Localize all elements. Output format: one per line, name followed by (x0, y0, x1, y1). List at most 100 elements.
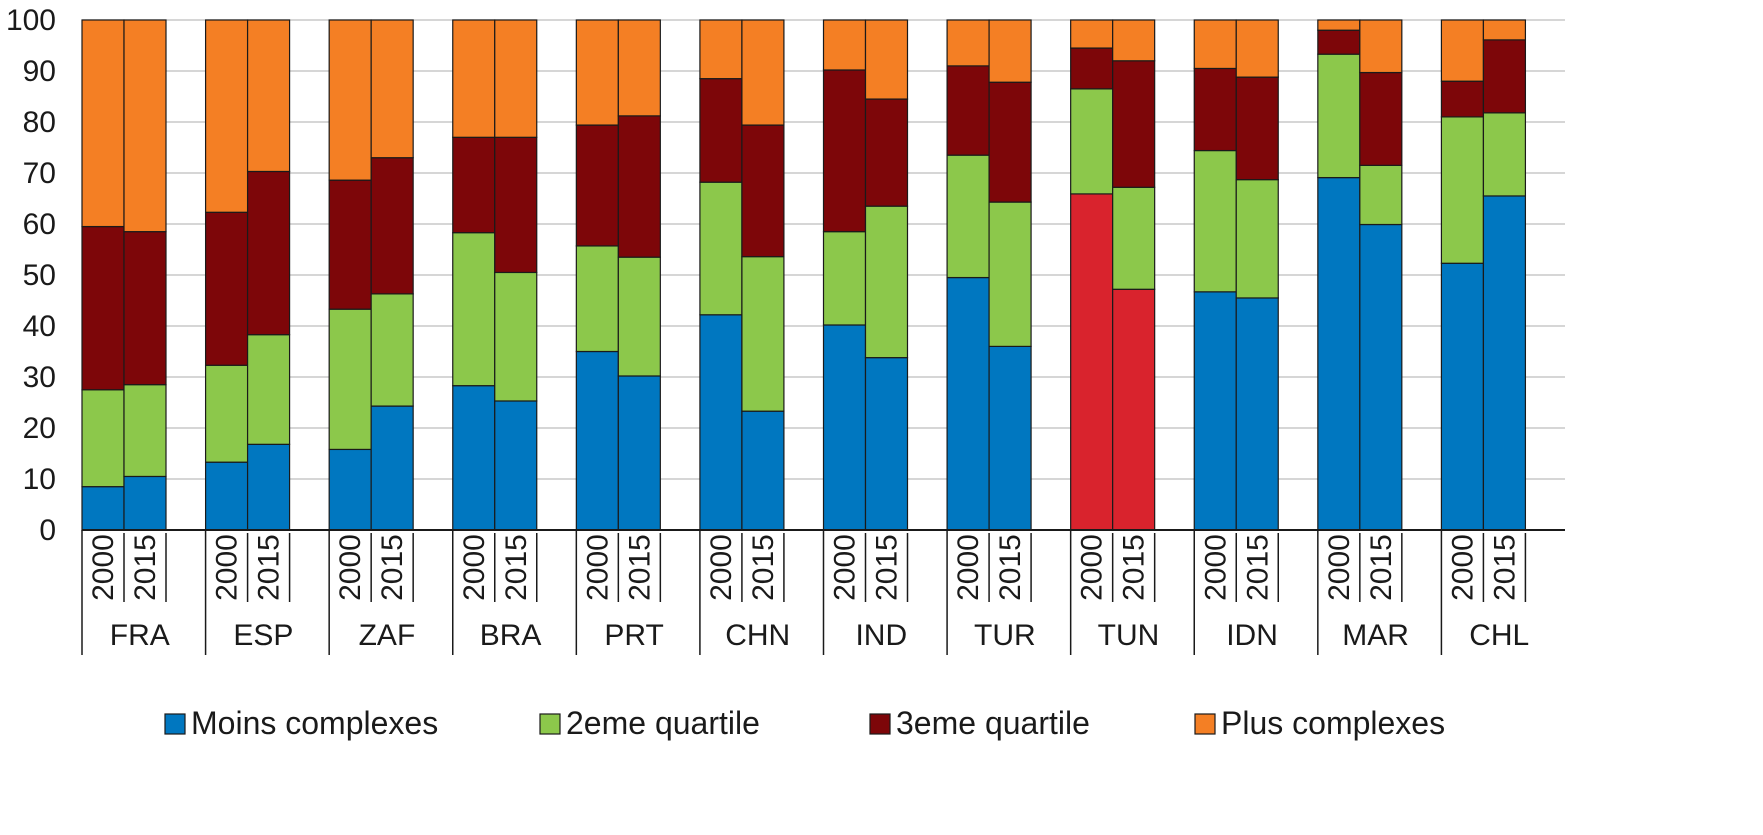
x-tick-label-year: 2000 (1323, 534, 1356, 601)
bar-segment (946, 276, 990, 531)
bar-segment (741, 19, 785, 126)
bar-segment (123, 384, 167, 478)
bar-segment (575, 19, 619, 126)
bar-segment (370, 293, 414, 407)
x-tick-label-year: 2015 (500, 534, 533, 601)
bar-segment (822, 69, 867, 233)
bar-segment (1482, 39, 1527, 114)
bar-segment (1317, 176, 1361, 531)
bar-segment (246, 170, 291, 336)
y-tick-label: 10 (23, 463, 56, 496)
x-tick-label-year: 2015 (994, 534, 1027, 601)
x-tick-label-year: 2015 (1365, 534, 1398, 601)
y-tick-label: 0 (39, 514, 56, 547)
legend-swatch (164, 713, 186, 735)
y-tick-label: 60 (23, 208, 56, 241)
bar-segment (204, 211, 249, 366)
bar-segment (1193, 149, 1237, 293)
bar-segment (988, 19, 1032, 83)
legend: Moins complexes 2eme quartile 3eme quartil… (164, 705, 1445, 741)
x-tick-label-year: 2015 (1241, 534, 1274, 601)
x-tick-label-country: FRA (110, 619, 170, 652)
bar-segment (988, 201, 1032, 348)
x-tick-label-country: CHL (1469, 619, 1529, 652)
x-tick-label-country: IDN (1226, 619, 1278, 652)
bar-segment (1112, 60, 1156, 188)
bar-segment (1070, 88, 1114, 195)
legend-swatch (539, 713, 561, 735)
y-tick-label: 90 (23, 55, 56, 88)
bar-segment (204, 19, 249, 213)
bar-segment (946, 19, 990, 67)
x-tick-label-country: IND (855, 619, 907, 652)
y-tick-label: 40 (23, 310, 56, 343)
bar-segment (1440, 262, 1485, 531)
bar-segment (1359, 71, 1403, 166)
bar-segment (328, 448, 372, 531)
bar-segment (864, 357, 909, 531)
bar-segment (1193, 291, 1237, 531)
bar-segment (494, 19, 538, 138)
x-tick-label-country: TUR (974, 619, 1036, 652)
bar-segment (864, 98, 909, 207)
bar-segment (1112, 288, 1156, 531)
legend-label: 2eme quartile (566, 705, 760, 741)
bar-segment (1235, 19, 1279, 78)
bar-segment (699, 181, 743, 316)
bar-segment (575, 124, 619, 247)
bar-segment (617, 115, 661, 258)
y-tick-label: 80 (23, 106, 56, 139)
bars (81, 19, 1527, 531)
bar-segment (699, 314, 743, 531)
x-tick-label-country: PRT (604, 619, 663, 652)
bar-segment (617, 375, 661, 531)
bar-segment (328, 179, 372, 310)
x-tick-label-country: BRA (480, 619, 542, 652)
legend-swatch (1194, 713, 1216, 735)
x-tick-label-year: 2000 (705, 534, 738, 601)
bar-segment (1070, 193, 1114, 531)
bar-segment (370, 19, 414, 159)
bar-segment (452, 19, 496, 138)
bar-segment (494, 136, 538, 274)
bar-segment (204, 364, 249, 463)
x-tick-label-year: 2015 (129, 534, 162, 601)
bar-segment (1359, 223, 1403, 531)
y-tick-label: 50 (23, 259, 56, 292)
x-tick-label-year: 2015 (1488, 534, 1521, 601)
y-tick-label: 20 (23, 412, 56, 445)
bar-segment (1193, 19, 1237, 70)
bar-segment (699, 19, 743, 80)
bar-segment (1317, 29, 1361, 55)
x-tick-label-year: 2000 (1199, 534, 1232, 601)
bar-segment (1235, 297, 1279, 531)
x-tick-label-year: 2000 (1446, 534, 1479, 601)
bar-segment (370, 157, 414, 295)
bar-segment (81, 389, 125, 488)
x-tick-label-year: 2000 (829, 534, 862, 601)
bar-segment (617, 256, 661, 377)
x-tick-label-year: 2015 (871, 534, 904, 601)
bar-segment (864, 205, 909, 359)
bar-segment (1112, 186, 1156, 290)
bar-segment (1359, 19, 1403, 74)
bar-segment (370, 405, 414, 531)
legend-label: Plus complexes (1221, 705, 1445, 741)
bar-segment (452, 136, 496, 234)
legend-label: 3eme quartile (896, 705, 1090, 741)
bar-segment (617, 19, 661, 117)
bar-segment (699, 78, 743, 183)
bar-segment (1482, 19, 1527, 41)
x-tick-label-year: 2000 (211, 534, 244, 601)
y-tick-label: 30 (23, 361, 56, 394)
x-tick-label-year: 2000 (581, 534, 614, 601)
x-tick-label-year: 2000 (334, 534, 367, 601)
legend-swatch (869, 713, 891, 735)
bar-segment (1317, 19, 1361, 31)
x-tick-label-year: 2000 (458, 534, 491, 601)
x-tick-label-country: CHN (725, 619, 790, 652)
legend-label: Moins complexes (191, 705, 438, 741)
x-tick-label-country: ZAF (359, 619, 416, 652)
x-tick-label-year: 2015 (376, 534, 409, 601)
y-tick-label: 70 (23, 157, 56, 190)
